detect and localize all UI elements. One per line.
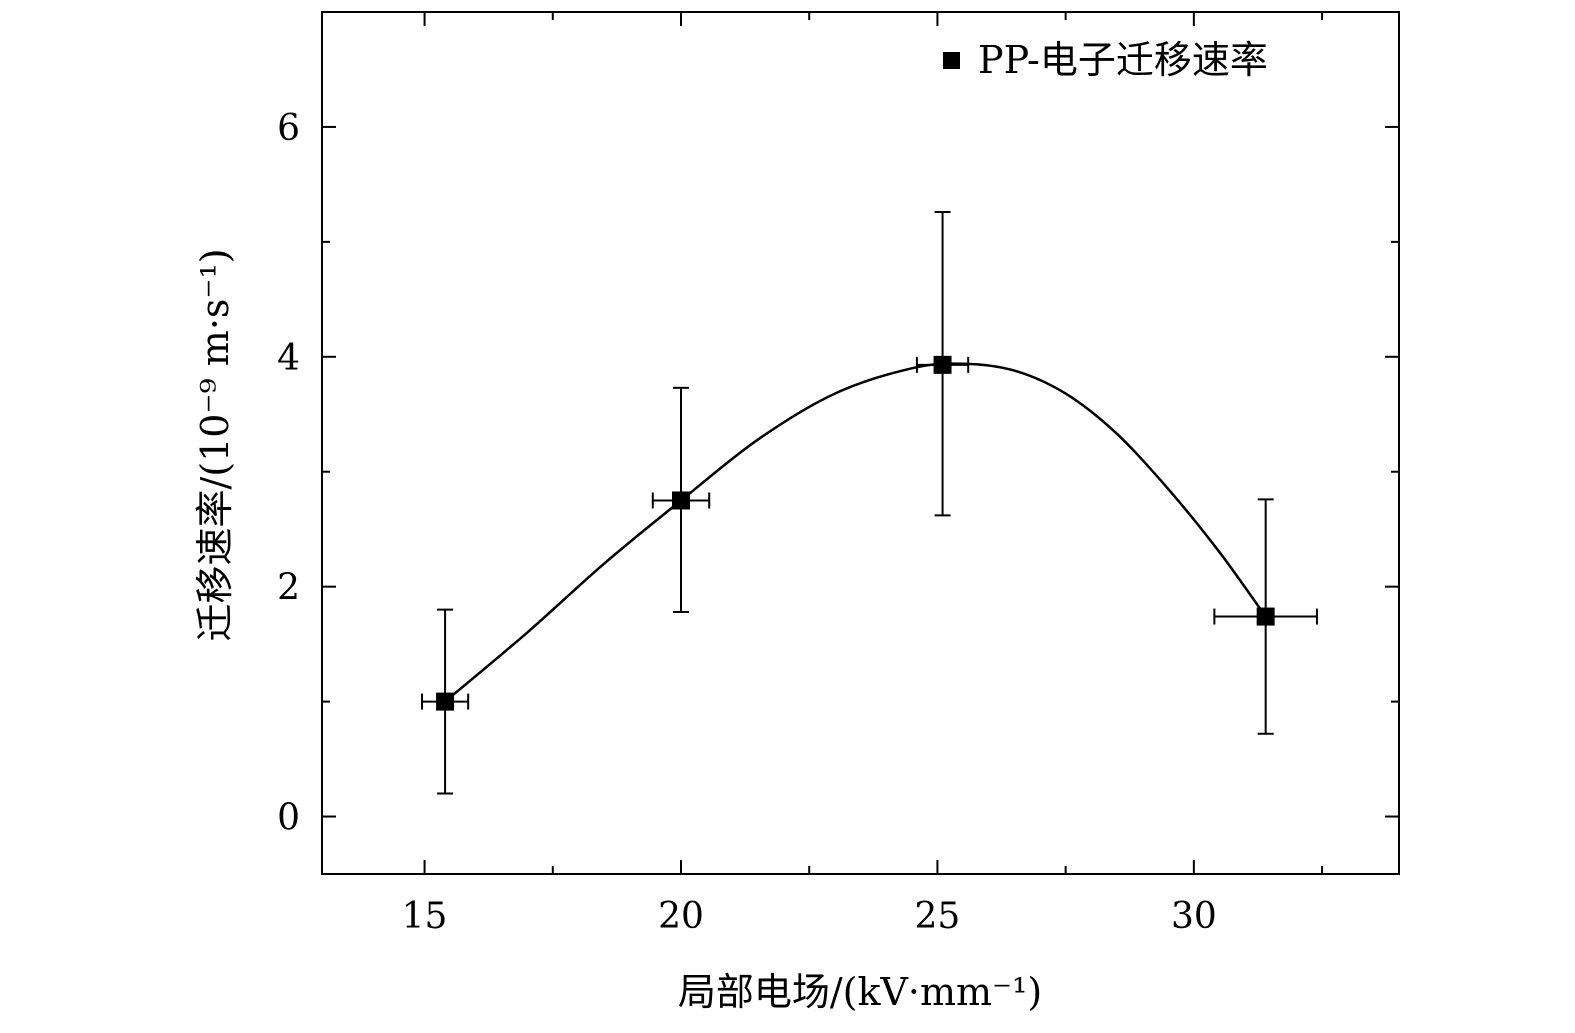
y-tick-label: 2: [277, 568, 300, 609]
x-tick-label: 20: [658, 896, 704, 937]
x-tick-label: 30: [1171, 896, 1217, 937]
y-tick-label: 6: [277, 108, 300, 149]
data-point: [1256, 607, 1275, 626]
legend-label: PP-电子迁移速率: [978, 38, 1268, 82]
x-tick-label: 15: [402, 896, 448, 937]
x-tick-label: 25: [915, 896, 961, 937]
legend-marker: [943, 52, 960, 69]
plot-frame: [321, 11, 1400, 875]
y-axis-title: 迁移速率/(10⁻⁹ m·s⁻¹): [193, 248, 237, 641]
legend: PP-电子迁移速率: [943, 38, 1268, 82]
y-axis-ticks: [322, 11, 1399, 818]
error-bars: [421, 210, 1318, 795]
y-tick-label: 4: [277, 338, 300, 379]
data-point: [933, 355, 952, 374]
x-axis-tick-labels: 15 20 25 30: [402, 896, 1217, 937]
y-axis-tick-labels: 0 2 4 6: [277, 108, 300, 839]
data-markers: [436, 355, 1275, 711]
fit-curve: [444, 362, 1267, 703]
x-axis-title: 局部电场/(kV·mm⁻¹): [678, 970, 1042, 1014]
data-point: [672, 491, 690, 510]
x-axis-ticks: [423, 12, 1324, 874]
y-tick-label: 0: [277, 798, 300, 839]
data-point: [436, 692, 455, 711]
